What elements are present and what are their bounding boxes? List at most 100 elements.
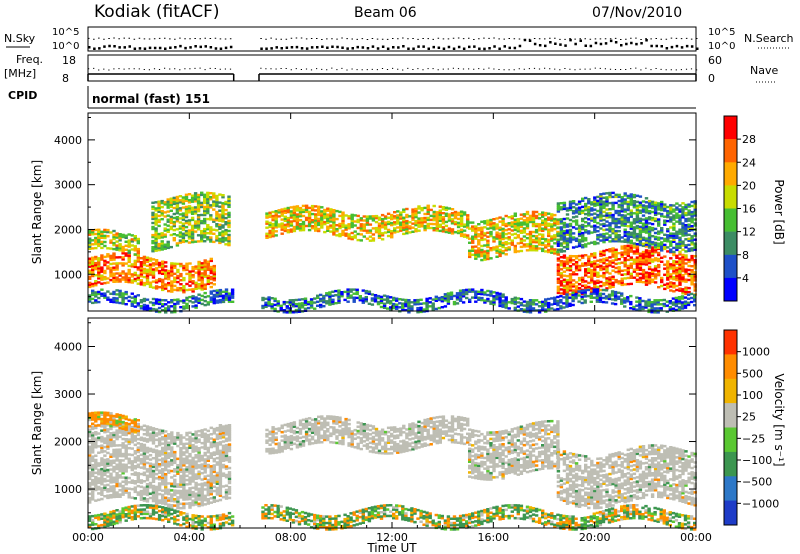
power-echo-cell: [191, 288, 195, 291]
velocity-echo-cell: [91, 483, 95, 486]
velocity-echo-cell: [161, 442, 165, 445]
power-echo-cell: [581, 264, 585, 267]
power-echo-cell: [286, 220, 290, 224]
velocity-echo-cell: [179, 502, 183, 506]
power-echo-cell: [157, 220, 161, 224]
power-echo-cell: [474, 251, 478, 254]
power-echo-cell: [314, 217, 318, 220]
velocity-echo-cell: [182, 453, 186, 456]
power-echo-cell: [326, 227, 330, 230]
velocity-echo-cell: [179, 436, 183, 439]
power-echo-cell: [127, 256, 131, 260]
power-echo-cell: [620, 236, 624, 239]
power-echo-cell: [196, 195, 201, 199]
power-echo-cell: [666, 282, 670, 285]
power-echo-cell: [462, 213, 467, 216]
power-echo-cell: [151, 235, 155, 239]
power-echo-cell: [657, 246, 661, 249]
power-echo-cell: [160, 205, 164, 209]
velocity-echo-cell: [151, 463, 156, 466]
power-echo-cell: [303, 297, 308, 300]
power-echo-cell: [277, 225, 281, 228]
power-echo-cell: [170, 299, 174, 302]
velocity-echo-cell: [173, 498, 177, 501]
power-echo-cell: [675, 208, 679, 211]
power-echo-cell: [474, 245, 478, 248]
velocity-echo-cell: [182, 483, 186, 486]
power-echo-cell: [133, 245, 137, 248]
power-echo-cell: [264, 301, 268, 304]
power-echo-cell: [166, 220, 170, 223]
power-echo-cell: [477, 251, 481, 254]
power-echo-cell: [565, 287, 570, 290]
power-echo-cell: [325, 302, 329, 305]
velocity-echo-cell: [145, 425, 150, 428]
velocity-echo-cell: [139, 445, 144, 448]
power-echo-cell: [142, 303, 147, 307]
power-echo-cell: [629, 302, 633, 306]
power-echo-cell: [650, 278, 655, 281]
velocity-echo-cell: [121, 442, 125, 445]
power-echo-cell: [154, 231, 158, 234]
power-echo-cell: [294, 298, 299, 302]
power-echo-cell: [644, 300, 648, 303]
power-echo-cell: [362, 227, 366, 230]
velocity-echo-cell: [154, 472, 159, 476]
power-echo-cell: [657, 269, 661, 273]
velocity-echo-cell: [136, 446, 140, 449]
velocity-echo-cell: [139, 494, 144, 497]
velocity-echo-cell: [179, 455, 183, 458]
power-echo-cell: [632, 228, 637, 231]
power-echo-cell: [304, 224, 309, 228]
power-echo-cell: [326, 221, 330, 224]
power-echo-cell: [666, 262, 670, 265]
power-echo-cell: [629, 203, 633, 206]
power-echo-cell: [681, 288, 685, 291]
power-echo-cell: [626, 208, 630, 212]
power-echo-cell: [307, 210, 312, 214]
velocity-echo-cell: [127, 461, 131, 465]
power-echo-cell: [638, 203, 643, 206]
power-echo-cell: [349, 288, 353, 291]
power-echo-cell: [215, 223, 219, 226]
power-echo-cell: [124, 262, 128, 265]
velocity-echo-cell: [157, 433, 162, 436]
power-echo-cell: [426, 224, 430, 228]
power-echo-cell: [206, 197, 210, 201]
power-echo-cell: [614, 195, 618, 199]
power-echo-cell: [203, 265, 207, 268]
power-echo-cell: [647, 275, 652, 279]
velocity-echo-cell: [188, 467, 192, 471]
power-echo-cell: [206, 262, 210, 265]
velocity-echo-cell: [136, 476, 140, 479]
power-echo-cell: [408, 221, 412, 224]
velocity-echo-cell: [91, 434, 95, 437]
power-echo-cell: [271, 231, 275, 234]
velocity-echo-cell: [145, 474, 150, 477]
power-echo-cell: [641, 277, 646, 280]
power-echo-cell: [565, 241, 570, 244]
power-echo-cell: [583, 299, 587, 302]
power-echo-cell: [687, 286, 691, 290]
power-echo-cell: [672, 236, 676, 239]
velocity-echo-cell: [91, 449, 95, 452]
power-echo-cell: [489, 290, 493, 293]
power-echo-cell: [151, 280, 156, 283]
power-echo-cell: [437, 298, 441, 302]
power-echo-cell: [641, 214, 646, 217]
power-echo-cell: [411, 208, 415, 211]
power-echo-cell: [268, 231, 272, 235]
power-echo-cell: [277, 211, 281, 214]
velocity-echo-cell: [176, 444, 180, 448]
power-echo-cell: [474, 229, 478, 232]
power-echo-cell: [103, 240, 107, 244]
power-echo-cell: [592, 288, 596, 291]
power-echo-cell: [124, 240, 128, 243]
power-echo-cell: [422, 308, 426, 311]
power-echo-cell: [565, 239, 570, 242]
power-echo-cell: [274, 214, 278, 217]
power-echo-cell: [283, 225, 287, 229]
power-echo-cell: [212, 279, 216, 282]
power-echo-cell: [638, 299, 642, 302]
power-echo-cell: [666, 234, 670, 237]
